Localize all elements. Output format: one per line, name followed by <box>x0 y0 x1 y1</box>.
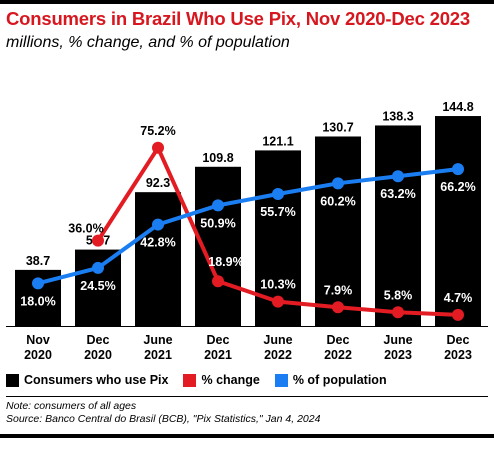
population-label-3: 50.9% <box>200 216 235 230</box>
change-label-6: 5.8% <box>384 288 413 302</box>
legend-item-population: % of population <box>274 373 387 387</box>
bar-label-3: 109.8 <box>202 151 233 165</box>
bar-label-6: 138.3 <box>382 109 413 123</box>
population-point-6 <box>392 170 404 183</box>
change-label-5: 7.9% <box>324 283 353 297</box>
chart-legend: Consumers who use Pix % change % of popu… <box>6 371 402 389</box>
legend-label-consumers: Consumers who use Pix <box>24 373 169 387</box>
x-tick-label-7: Dec <box>447 333 470 347</box>
population-label-5: 60.2% <box>320 194 355 208</box>
population-point-0 <box>32 277 44 290</box>
chart-subtitle: millions, % change, and % of population <box>6 34 290 51</box>
change-point-2 <box>152 141 164 154</box>
legend-swatch-change <box>183 373 197 387</box>
change-point-6 <box>392 306 404 319</box>
population-label-7: 66.2% <box>440 180 475 194</box>
bar-label-4: 121.1 <box>262 134 293 148</box>
population-line <box>36 167 460 286</box>
x-tick-label-year-2: 2021 <box>144 348 172 362</box>
bar-7 <box>435 116 481 326</box>
footer-divider <box>6 396 488 397</box>
bar-label-2: 92.3 <box>146 176 170 190</box>
x-tick-label-2: June <box>143 333 172 347</box>
x-tick-label-year-0: 2020 <box>24 348 52 362</box>
chart-plot: 38.752.792.3109.8121.1130.7138.3144.8Nov… <box>6 100 488 362</box>
population-label-2: 42.8% <box>140 236 175 250</box>
change-label-2: 75.2% <box>140 124 175 138</box>
x-tick-label-year-3: 2021 <box>204 348 232 362</box>
population-point-5 <box>332 177 344 190</box>
legend-item-change: % change <box>183 373 260 387</box>
population-label-6: 63.2% <box>380 187 415 201</box>
legend-swatch-population <box>274 373 288 387</box>
top-rule <box>0 0 494 4</box>
chart-title: Consumers in Brazil Who Use Pix, Nov 202… <box>6 8 470 29</box>
footer-source: Source: Banco Central do Brasil (BCB), "… <box>6 413 321 425</box>
x-tick-label-year-1: 2020 <box>84 348 112 362</box>
population-label-4: 55.7% <box>260 205 295 219</box>
legend-label-change: % change <box>201 373 260 387</box>
population-point-1 <box>92 261 104 274</box>
change-point-4 <box>272 295 284 308</box>
x-tick-label-0: Nov <box>26 333 50 347</box>
change-label-7: 4.7% <box>444 291 473 305</box>
change-label-4: 10.3% <box>260 278 295 292</box>
bar-label-5: 130.7 <box>322 120 353 134</box>
x-tick-label-1: Dec <box>87 333 110 347</box>
bar-label-7: 144.8 <box>442 100 473 114</box>
x-tick-label-6: June <box>383 333 412 347</box>
x-tick-label-year-4: 2022 <box>264 348 292 362</box>
population-point-2 <box>152 218 164 231</box>
change-point-1 <box>92 234 104 247</box>
x-tick-label-year-6: 2023 <box>384 348 412 362</box>
x-tick-label-year-5: 2022 <box>324 348 352 362</box>
x-tick-label-year-7: 2023 <box>444 348 472 362</box>
legend-swatch-consumers <box>6 373 19 387</box>
bottom-rule <box>0 434 494 438</box>
x-tick-label-4: June <box>263 333 292 347</box>
change-point-7 <box>452 308 464 321</box>
bar-2 <box>135 192 181 326</box>
x-tick-label-3: Dec <box>207 333 230 347</box>
change-point-5 <box>332 301 344 314</box>
bar-5 <box>315 136 361 326</box>
population-point-7 <box>452 163 464 176</box>
bar-label-0: 38.7 <box>26 254 50 268</box>
population-label-1: 24.5% <box>80 279 115 293</box>
bar-6 <box>375 125 421 326</box>
legend-label-population: % of population <box>292 373 387 387</box>
legend-item-consumers: Consumers who use Pix <box>6 373 168 387</box>
footer-note: Note: consumers of all ages <box>6 400 137 412</box>
population-point-4 <box>272 187 284 200</box>
population-point-3 <box>212 199 224 212</box>
change-label-1: 36.0% <box>68 222 103 236</box>
population-label-0: 18.0% <box>20 294 55 308</box>
change-point-3 <box>212 275 224 288</box>
change-label-3: 18.9% <box>208 255 243 269</box>
x-tick-label-5: Dec <box>327 333 350 347</box>
